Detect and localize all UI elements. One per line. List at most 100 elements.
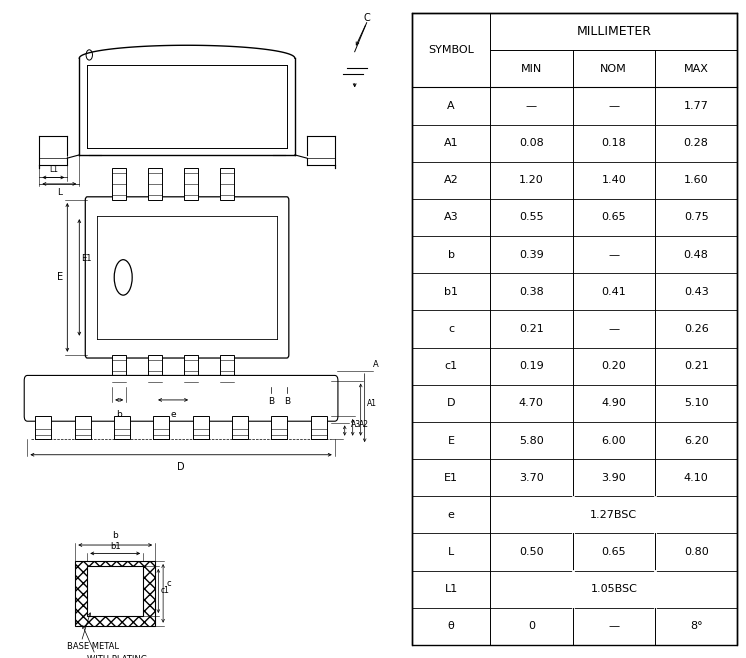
Text: 0.43: 0.43 <box>684 287 709 297</box>
Text: b1: b1 <box>444 287 458 297</box>
Text: 1.60: 1.60 <box>684 175 709 186</box>
Text: A3: A3 <box>444 213 459 222</box>
Text: 0.19: 0.19 <box>519 361 544 371</box>
Text: b: b <box>113 531 118 540</box>
Text: 0.21: 0.21 <box>684 361 709 371</box>
Text: WITH PLATING: WITH PLATING <box>87 655 148 658</box>
Text: 0.80: 0.80 <box>684 547 709 557</box>
Text: MIN: MIN <box>521 64 542 74</box>
Text: A1: A1 <box>367 399 377 408</box>
Text: 4.70: 4.70 <box>519 398 544 409</box>
Text: D: D <box>447 398 455 409</box>
Text: B: B <box>283 397 290 406</box>
Text: A1: A1 <box>444 138 459 148</box>
Text: 6.00: 6.00 <box>601 436 626 445</box>
Text: C: C <box>363 13 370 23</box>
Text: e: e <box>448 510 454 520</box>
Bar <box>112 355 126 387</box>
Text: b: b <box>116 409 122 418</box>
Text: 0.65: 0.65 <box>601 547 626 557</box>
Text: 0.21: 0.21 <box>519 324 544 334</box>
Text: 5.80: 5.80 <box>519 436 544 445</box>
Text: SYMBOL: SYMBOL <box>428 45 474 55</box>
Text: 0.26: 0.26 <box>684 324 709 334</box>
Text: 0.65: 0.65 <box>601 213 626 222</box>
Text: 4.10: 4.10 <box>684 472 709 483</box>
Bar <box>75 416 91 439</box>
Text: L: L <box>57 188 62 197</box>
Text: b: b <box>448 249 454 260</box>
Text: A3: A3 <box>351 420 361 428</box>
Bar <box>311 416 327 439</box>
Bar <box>35 416 51 439</box>
Text: 3.90: 3.90 <box>601 472 626 483</box>
Bar <box>220 355 234 387</box>
Text: 8°: 8° <box>690 621 703 632</box>
Bar <box>192 416 209 439</box>
Text: 1.77: 1.77 <box>684 101 709 111</box>
Text: A2: A2 <box>359 420 369 428</box>
Bar <box>154 416 169 439</box>
Text: c: c <box>448 324 454 334</box>
Text: A: A <box>373 360 378 369</box>
Text: —: — <box>608 621 619 632</box>
Text: 0.28: 0.28 <box>684 138 709 148</box>
Text: e: e <box>170 409 176 418</box>
Text: 1.05BSC: 1.05BSC <box>590 584 637 594</box>
Text: 1.20: 1.20 <box>519 175 544 186</box>
Bar <box>148 168 162 200</box>
Bar <box>184 355 198 387</box>
Text: E1: E1 <box>81 253 92 263</box>
Text: 0.55: 0.55 <box>519 213 544 222</box>
Bar <box>220 168 234 200</box>
Text: 6.20: 6.20 <box>684 436 709 445</box>
Bar <box>184 168 198 200</box>
Text: BASE METAL: BASE METAL <box>67 642 119 651</box>
Bar <box>272 416 287 439</box>
Text: 0.41: 0.41 <box>601 287 626 297</box>
Text: L: L <box>448 547 454 557</box>
Text: 3.70: 3.70 <box>519 472 544 483</box>
Text: 4.90: 4.90 <box>601 398 626 409</box>
Text: L1: L1 <box>445 584 458 594</box>
Bar <box>114 416 130 439</box>
Text: MAX: MAX <box>684 64 709 74</box>
Text: L1: L1 <box>48 165 58 174</box>
Text: NOM: NOM <box>601 64 627 74</box>
Text: A: A <box>448 101 455 111</box>
Text: 0.48: 0.48 <box>684 249 709 260</box>
Text: c: c <box>166 579 171 588</box>
Bar <box>232 416 248 439</box>
Text: MILLIMETER: MILLIMETER <box>577 25 651 38</box>
Text: c1: c1 <box>160 586 169 595</box>
FancyBboxPatch shape <box>24 376 338 421</box>
Text: θ: θ <box>448 621 454 632</box>
Text: —: — <box>608 249 619 260</box>
Text: 0.75: 0.75 <box>684 213 709 222</box>
FancyBboxPatch shape <box>85 197 289 358</box>
Text: —: — <box>526 101 537 111</box>
Bar <box>75 561 155 626</box>
Text: E1: E1 <box>444 472 458 483</box>
Bar <box>148 355 162 387</box>
Text: 0.50: 0.50 <box>519 547 544 557</box>
Bar <box>112 168 126 200</box>
Text: —: — <box>608 101 619 111</box>
Text: 0.18: 0.18 <box>601 138 626 148</box>
Text: 1.40: 1.40 <box>601 175 626 186</box>
Text: 0.38: 0.38 <box>519 287 544 297</box>
Text: —: — <box>608 324 619 334</box>
Text: c1: c1 <box>445 361 458 371</box>
Text: E: E <box>57 272 63 282</box>
Text: E: E <box>448 436 454 445</box>
Text: B: B <box>268 397 274 406</box>
Text: b1: b1 <box>110 542 121 551</box>
Text: A2: A2 <box>444 175 459 186</box>
Bar <box>87 566 143 616</box>
Text: 0: 0 <box>528 621 535 632</box>
Text: 1.27BSC: 1.27BSC <box>590 510 637 520</box>
Text: 0.20: 0.20 <box>601 361 626 371</box>
Text: 5.10: 5.10 <box>684 398 709 409</box>
Text: 0.39: 0.39 <box>519 249 544 260</box>
Text: D: D <box>178 463 185 472</box>
